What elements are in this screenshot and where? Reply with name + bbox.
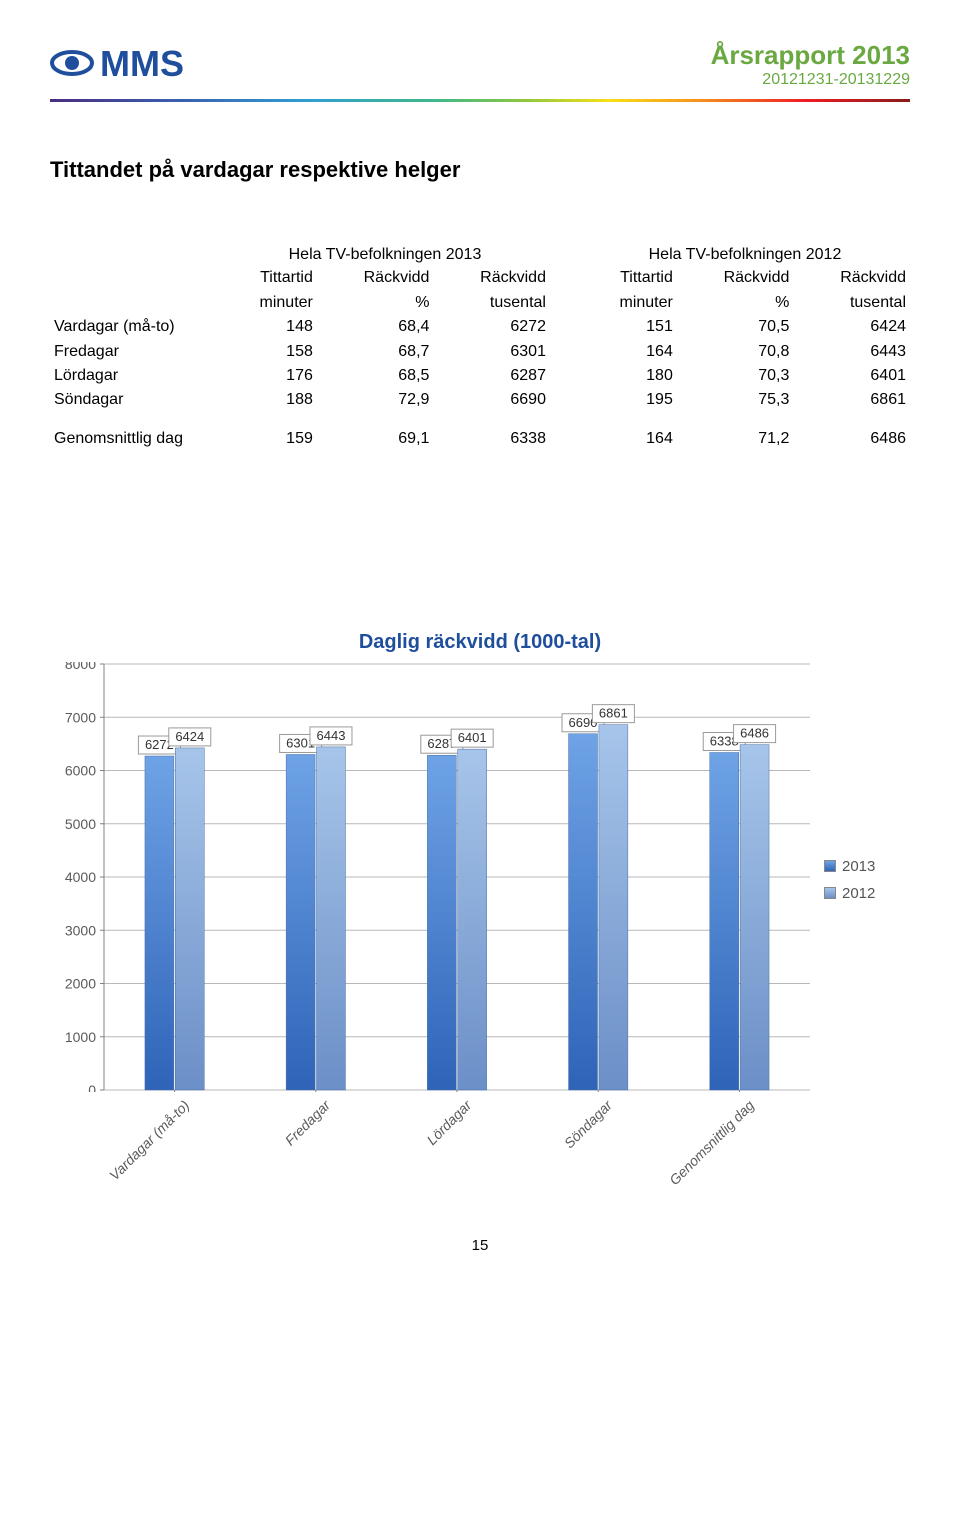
mms-logo: MMS bbox=[50, 40, 250, 86]
table-row: Lördagar17668,5628718070,36401 bbox=[50, 364, 910, 388]
report-title: Årsrapport 2013 bbox=[711, 40, 910, 71]
legend-swatch-2012 bbox=[824, 887, 836, 899]
col-rackvidd-tus-2012: Räckvidd bbox=[793, 266, 910, 290]
report-title-block: Årsrapport 2013 20121231-20131229 bbox=[711, 40, 910, 89]
svg-text:0: 0 bbox=[88, 1082, 96, 1092]
chart: Daglig räckvidd (1000-tal) 0 1000 2000 3000… bbox=[50, 631, 910, 1207]
page-header: MMS Årsrapport 2013 20121231-20131229 bbox=[50, 40, 910, 89]
col-tittartid-2012: Tittartid bbox=[580, 266, 677, 290]
svg-text:1000: 1000 bbox=[65, 1029, 96, 1045]
table-row: Vardagar (må-to)14868,4627215170,56424 bbox=[50, 315, 910, 339]
row-label: Söndagar bbox=[50, 388, 220, 412]
legend-label-2012: 2012 bbox=[842, 885, 875, 902]
x-label: Vardagar (må-to) bbox=[106, 1097, 192, 1183]
col-tittartid-2013: Tittartid bbox=[220, 266, 317, 290]
legend-item-2012: 2012 bbox=[824, 885, 875, 902]
x-label: Fredagar bbox=[282, 1097, 333, 1148]
data-table: Hela TV-befolkningen 2013 Hela TV-befolk… bbox=[50, 243, 910, 451]
x-label: Söndagar bbox=[561, 1097, 615, 1151]
svg-text:6861: 6861 bbox=[599, 706, 628, 721]
legend-item-2013: 2013 bbox=[824, 858, 875, 875]
row-label: Genomsnittlig dag bbox=[50, 427, 220, 451]
table-row: Fredagar15868,7630116470,86443 bbox=[50, 340, 910, 364]
svg-text:6443: 6443 bbox=[317, 728, 346, 743]
svg-text:8000: 8000 bbox=[65, 662, 96, 672]
page-number: 15 bbox=[50, 1237, 910, 1254]
svg-text:5000: 5000 bbox=[65, 816, 96, 832]
svg-text:6000: 6000 bbox=[65, 763, 96, 779]
svg-text:6486: 6486 bbox=[740, 726, 769, 741]
section-title: Tittandet på vardagar respektive helger bbox=[50, 157, 910, 183]
x-label: Lördagar bbox=[423, 1097, 474, 1148]
svg-text:4000: 4000 bbox=[65, 869, 96, 885]
col-rackvidd-pct-2012: Räckvidd bbox=[677, 266, 794, 290]
chart-title: Daglig räckvidd (1000-tal) bbox=[50, 631, 910, 654]
chart-xlabels: Vardagar (må-to) Fredagar Lördagar Söndagar… bbox=[104, 1097, 810, 1207]
table-footer-row: Genomsnittlig dag 159 69,1 6338 164 71,2… bbox=[50, 427, 910, 451]
svg-text:7000: 7000 bbox=[65, 709, 96, 725]
group-header-2012: Hela TV-befolkningen 2012 bbox=[580, 243, 910, 266]
row-label: Lördagar bbox=[50, 364, 220, 388]
table-row: Söndagar18872,9669019575,36861 bbox=[50, 388, 910, 412]
row-label: Fredagar bbox=[50, 340, 220, 364]
legend-swatch-2013 bbox=[824, 860, 836, 872]
svg-text:6424: 6424 bbox=[175, 729, 204, 744]
chart-legend: 2013 2012 bbox=[824, 858, 875, 902]
svg-text:6401: 6401 bbox=[458, 730, 487, 745]
group-header-2013: Hela TV-befolkningen 2013 bbox=[220, 243, 550, 266]
chart-plot: 0100020003000400050006000700080006272642… bbox=[50, 662, 810, 1097]
divider-rainbow bbox=[50, 99, 910, 102]
report-dates: 20121231-20131229 bbox=[711, 71, 910, 89]
col-rackvidd-pct-2013: Räckvidd bbox=[317, 266, 434, 290]
logo-text: MMS bbox=[100, 43, 184, 84]
row-label: Vardagar (må-to) bbox=[50, 315, 220, 339]
svg-text:2000: 2000 bbox=[65, 976, 96, 992]
x-label: Genomsnittlig dag bbox=[666, 1097, 757, 1188]
svg-text:3000: 3000 bbox=[65, 922, 96, 938]
legend-label-2013: 2013 bbox=[842, 858, 875, 875]
col-rackvidd-tus-2013: Räckvidd bbox=[433, 266, 550, 290]
